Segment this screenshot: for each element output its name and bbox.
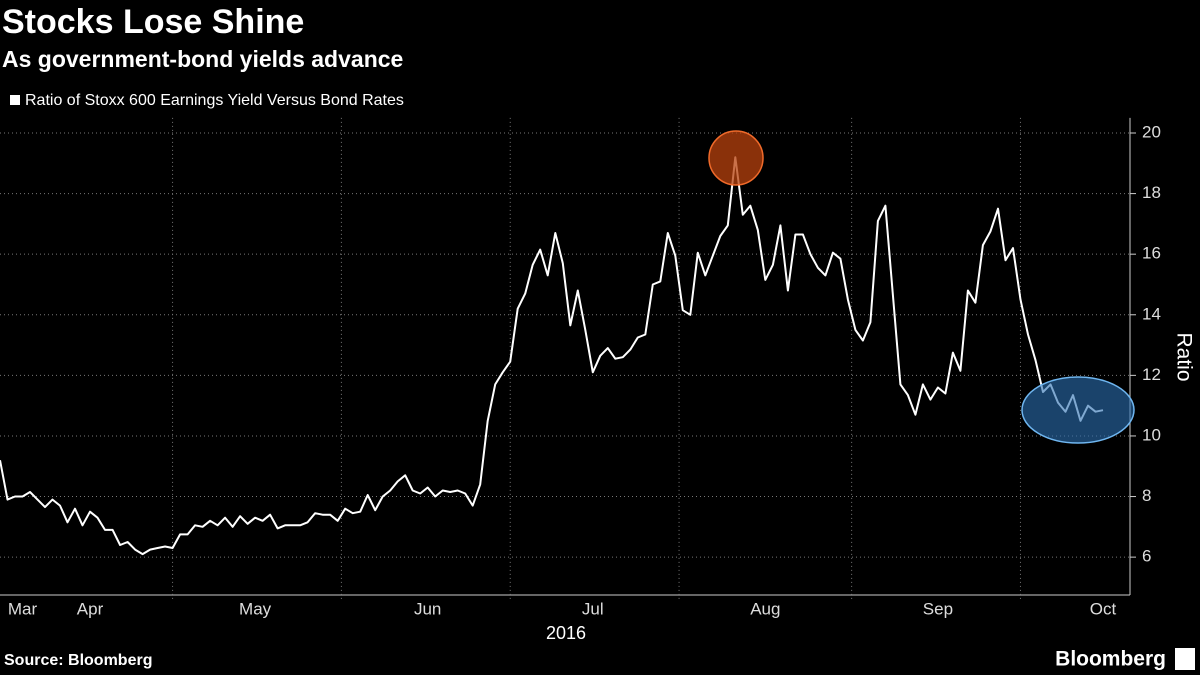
x-tick-label: Jul: [582, 599, 604, 618]
x-tick-label: Jun: [414, 599, 441, 618]
highlight-peak: [708, 130, 764, 186]
highlight-recent: [1021, 376, 1135, 444]
x-tick-label: May: [239, 599, 272, 618]
x-tick-label: Aug: [750, 599, 780, 618]
chart-title: Stocks Lose Shine: [2, 3, 304, 41]
x-tick-label: Sep: [923, 599, 953, 618]
chart-subtitle: As government-bond yields advance: [2, 46, 403, 72]
y-tick-label: 6: [1142, 547, 1151, 566]
source: Source: Bloomberg: [4, 652, 152, 669]
y-tick-label: 8: [1142, 486, 1151, 505]
legend-label: Ratio of Stoxx 600 Earnings Yield Versus…: [25, 92, 404, 109]
x-axis-year: 2016: [546, 623, 586, 643]
plot: 6 8 10 12 14 16 18 20 Mar Apr May Jun Jul Aug Sep Oct: [0, 117, 1161, 618]
x-tick-label: Apr: [77, 599, 104, 618]
y-tick-label: 16: [1142, 244, 1161, 263]
brand: Bloomberg: [1055, 648, 1166, 671]
y-tick-label: 18: [1142, 183, 1161, 202]
y-tick-label: 10: [1142, 425, 1161, 444]
y-tick-label: 12: [1142, 365, 1161, 384]
brand-icon: [1175, 648, 1195, 670]
y-tick-label: 20: [1142, 122, 1161, 141]
line: [0, 156, 1104, 556]
y-tick-label: 14: [1142, 304, 1161, 323]
y-axis-title: Ratio: [1172, 332, 1195, 381]
legend-swatch: [10, 95, 20, 105]
x-tick-label: Mar: [8, 599, 38, 618]
x-tick-label: Oct: [1090, 599, 1117, 618]
